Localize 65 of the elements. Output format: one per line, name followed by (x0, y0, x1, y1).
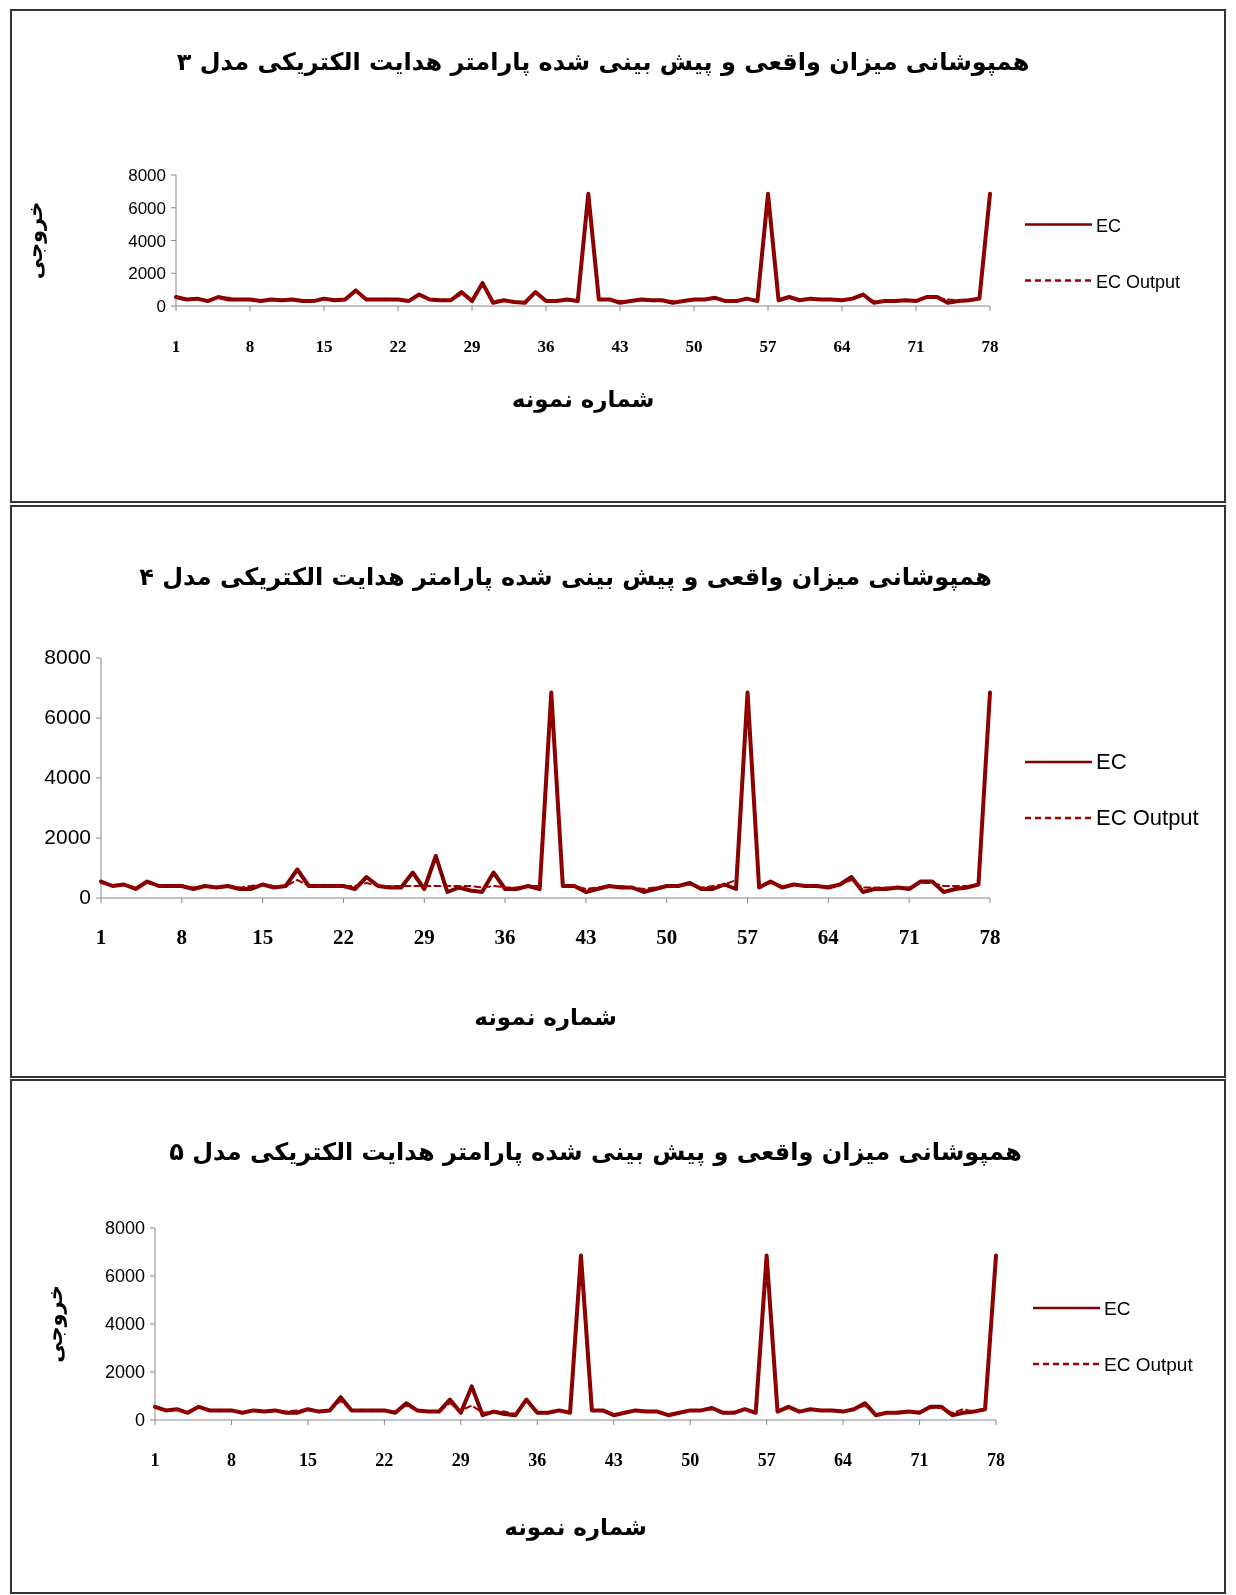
chart-title: همپوشانی میزان واقعی و پیش بینی شده پارامتر هدایت الکتریکی مدل ۵ (169, 1138, 1022, 1166)
x-tick-label: 8 (245, 337, 255, 356)
x-tick-label: 1 (95, 925, 107, 949)
x-tick-label: 71 (910, 1450, 929, 1470)
x-tick-label: 15 (298, 1450, 317, 1470)
y-axis-title: خروجی (23, 201, 47, 280)
x-axis-title: شماره نمونه (504, 1514, 647, 1541)
x-tick-label: 22 (375, 1450, 394, 1470)
legend-label: EC Output (1104, 1354, 1194, 1375)
x-axis-title: شماره نمونه (474, 1004, 617, 1031)
y-tick-label: 0 (156, 297, 166, 316)
y-tick-label: 2000 (104, 1362, 145, 1382)
y-tick-label: 2000 (44, 825, 91, 848)
x-tick-label: 36 (494, 925, 516, 949)
x-tick-label: 50 (681, 1450, 700, 1470)
x-tick-label: 78 (979, 925, 1001, 949)
y-axis-title: خروجی (43, 1285, 67, 1363)
x-tick-label: 22 (389, 337, 407, 356)
x-tick-label: 36 (528, 1450, 547, 1470)
legend-label: EC Output (1096, 271, 1181, 292)
x-tick-label: 64 (834, 1450, 853, 1470)
y-tick-label: 6000 (44, 705, 91, 728)
x-tick-label: 22 (332, 925, 354, 949)
x-tick-label: 71 (907, 337, 925, 356)
x-tick-label: 8 (226, 1450, 236, 1470)
x-tick-label: 57 (759, 337, 777, 356)
x-tick-label: 29 (413, 925, 435, 949)
x-tick-label: 50 (656, 925, 678, 949)
x-axis-title: شماره نمونه (511, 386, 655, 413)
y-tick-label: 8000 (104, 1218, 145, 1238)
x-tick-label: 36 (537, 337, 555, 356)
x-tick-label: 1 (171, 337, 181, 356)
x-tick-label: 29 (463, 337, 481, 356)
y-tick-label: 6000 (104, 1266, 145, 1286)
y-tick-label: 4000 (104, 1314, 145, 1334)
x-tick-label: 1 (150, 1450, 160, 1470)
x-tick-label: 29 (451, 1450, 470, 1470)
x-tick-label: 43 (611, 337, 629, 356)
x-tick-label: 64 (817, 925, 840, 949)
legend-label: EC Output (1096, 805, 1199, 830)
y-tick-label: 0 (134, 1410, 145, 1430)
x-tick-label: 57 (757, 1450, 776, 1470)
x-tick-label: 78 (987, 1450, 1005, 1470)
x-tick-label: 43 (604, 1450, 623, 1470)
x-tick-label: 50 (685, 337, 703, 356)
x-tick-label: 15 (252, 925, 274, 949)
legend-label: EC (1096, 215, 1122, 236)
chart-title: همپوشانی میزان واقعی و پیش بینی شده پارامتر هدایت الکتریکی مدل ۳ (176, 48, 1030, 76)
y-tick-label: 8000 (128, 166, 166, 185)
x-tick-label: 64 (833, 337, 851, 356)
x-tick-label: 8 (176, 925, 188, 949)
x-tick-label: 15 (315, 337, 333, 356)
x-tick-label: 57 (737, 925, 759, 949)
x-tick-label: 71 (898, 925, 920, 949)
legend-label: EC (1096, 749, 1127, 774)
x-tick-label: 78 (981, 337, 999, 356)
y-tick-label: 2000 (128, 264, 166, 284)
y-tick-label: 6000 (128, 198, 166, 218)
y-tick-label: 4000 (44, 765, 91, 788)
x-tick-label: 43 (575, 925, 597, 949)
y-tick-label: 4000 (128, 231, 166, 251)
y-tick-label: 0 (79, 885, 91, 908)
y-tick-label: 8000 (44, 645, 91, 668)
chart-title: همپوشانی میزان واقعی و پیش بینی شده پارامتر هدایت الکتریکی مدل ۴ (139, 563, 992, 591)
legend-label: EC (1104, 1298, 1131, 1319)
